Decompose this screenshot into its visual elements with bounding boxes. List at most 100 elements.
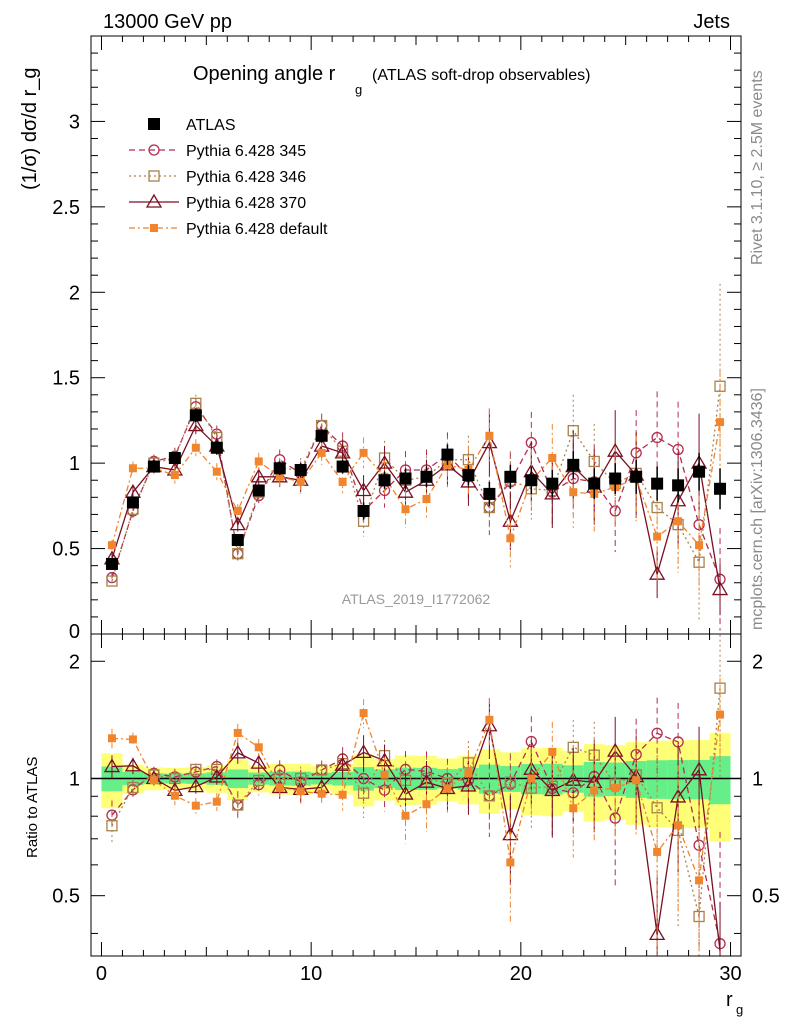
series-point	[401, 505, 410, 514]
series-point	[170, 471, 179, 480]
ratio-point	[250, 754, 267, 769]
data-point	[714, 482, 727, 495]
ratio-band-layer	[91, 732, 741, 842]
ratio-point	[357, 787, 370, 799]
series-point	[359, 448, 368, 457]
ratio-point	[418, 773, 435, 788]
ratio-point	[170, 791, 179, 800]
data-point	[294, 463, 307, 476]
data-point	[399, 472, 412, 485]
legend-entry: Pythia 6.428 346	[129, 169, 306, 186]
ratio-point	[128, 735, 137, 744]
series-line	[111, 405, 721, 580]
x-axis-label: r	[726, 989, 733, 1011]
series-point	[651, 431, 663, 444]
data-point	[420, 470, 433, 483]
ratio-point	[359, 709, 368, 718]
ratio-point	[527, 774, 536, 783]
data-point	[462, 469, 475, 482]
data-point	[378, 474, 391, 487]
ratio-point	[632, 776, 641, 785]
series-point	[422, 495, 431, 504]
series-point	[128, 464, 137, 473]
ratio-point	[506, 858, 515, 867]
series-point	[569, 488, 578, 497]
x-axis-label-sub: g	[736, 1002, 743, 1017]
ratio-point	[464, 769, 473, 778]
data-point	[630, 470, 643, 483]
ratio-band-inner	[646, 760, 668, 799]
ratio-point	[296, 787, 305, 796]
ratio-point	[317, 789, 326, 798]
ratio-ylabel-text: Ratio to ATLAS	[24, 757, 41, 858]
series-point	[107, 541, 116, 550]
ratio-point	[502, 826, 519, 841]
ratio-series-line	[111, 688, 721, 917]
data-point	[588, 477, 601, 490]
data-point	[147, 460, 160, 473]
analysis-id: ATLAS_2019_I1772062	[342, 591, 491, 607]
series-point	[232, 548, 244, 560]
legend-entry: Pythia 6.428 default	[129, 221, 328, 238]
data-point	[525, 474, 538, 487]
ratio-point	[695, 876, 704, 885]
series-point	[711, 581, 729, 596]
series-line	[111, 424, 721, 590]
series-point	[317, 448, 326, 457]
series-point	[191, 443, 200, 452]
legend-label: Pythia 6.428 default	[186, 221, 328, 238]
ratio-point	[127, 781, 139, 794]
ratio-point	[504, 776, 517, 788]
ratio-point	[355, 744, 372, 759]
title-sub: g	[355, 82, 362, 97]
series-point	[250, 468, 267, 483]
data-series	[105, 408, 727, 570]
series-point	[397, 483, 414, 498]
legend-entry: Pythia 6.428 345	[129, 143, 306, 160]
main-ylabel: (1/σ) dσ/d r_g	[19, 67, 41, 190]
ratio-point	[669, 788, 687, 803]
series-point	[233, 506, 242, 515]
ratio-y-tick-label-right: 0.5	[752, 886, 780, 908]
ratio-series-line	[111, 710, 721, 881]
ratio-series-3	[107, 677, 725, 956]
y-tick-label: 0.5	[52, 539, 80, 561]
data-point	[252, 484, 265, 497]
ratio-series-line	[111, 732, 721, 944]
series-point	[275, 472, 284, 481]
ratio-series-2	[103, 697, 721, 956]
series-point	[651, 501, 663, 514]
side-mcplots: mcplots.cern.ch [arXiv:1306.3436]	[749, 388, 766, 630]
ratio-point	[648, 926, 666, 941]
data-point	[231, 534, 244, 547]
x-tick-label: 10	[300, 963, 322, 985]
ratio-point	[378, 784, 391, 796]
ratio-y-tick-label: 0.5	[52, 886, 80, 908]
ratio-point	[485, 715, 494, 724]
ratio-point	[229, 744, 246, 759]
y-tick-label: 3	[69, 111, 80, 133]
series-point	[716, 418, 725, 427]
legend-label: ATLAS	[186, 117, 236, 134]
ratio-point	[233, 728, 242, 737]
series-line	[111, 422, 721, 547]
data-point	[168, 452, 181, 465]
legend-marker	[148, 118, 160, 130]
data-point	[504, 470, 517, 483]
series-point	[485, 431, 494, 440]
ratio-point	[380, 770, 389, 779]
data-point	[546, 477, 559, 490]
ratio-point	[253, 774, 265, 787]
title-main: Opening angle r	[193, 63, 336, 85]
ratio-point	[651, 727, 663, 739]
series-point	[229, 516, 246, 531]
data-point	[609, 472, 622, 485]
ratio-series-0	[106, 697, 726, 956]
legend-marker	[150, 224, 158, 232]
legend-marker	[145, 193, 163, 208]
plot-title: Opening angle r g (ATLAS soft-drop obser…	[193, 63, 590, 97]
y-tick-label-zero: 0	[69, 621, 80, 643]
ratio-point	[208, 768, 225, 783]
